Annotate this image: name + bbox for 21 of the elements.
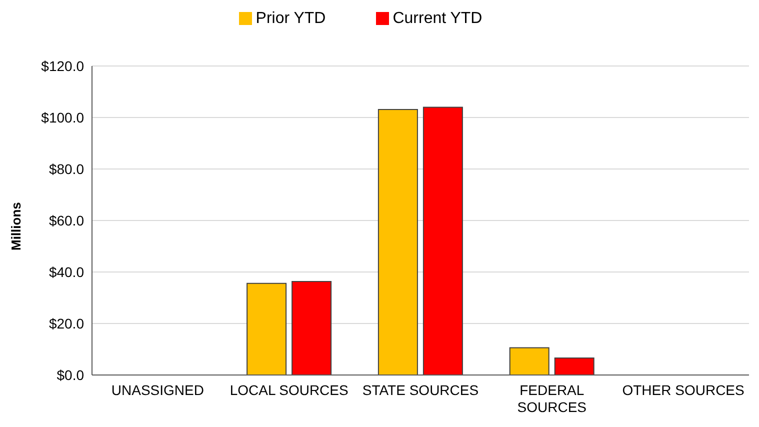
x-tick-label: LOCAL SOURCES (230, 382, 348, 398)
x-tick-label: FEDERAL SOURCES (517, 382, 587, 415)
bar (378, 109, 418, 375)
bar (292, 281, 332, 375)
bar (554, 358, 594, 375)
y-tick-label: $0.0 (56, 366, 84, 383)
y-tick-label: $120.0 (41, 58, 84, 74)
legend-label: Prior YTD (256, 10, 326, 27)
y-axis-title: Millions (8, 202, 24, 250)
bar (422, 106, 463, 375)
y-tick-label: $80.0 (48, 160, 84, 177)
legend-label: Current YTD (392, 10, 482, 27)
x-tick-label: OTHER SOURCES (622, 382, 744, 398)
y-tick-label: $20.0 (48, 315, 84, 332)
y-tick-label: $100.0 (41, 109, 84, 126)
y-tick-label: $40.0 (48, 264, 84, 280)
bar (509, 347, 550, 375)
x-tick-label: STATE SOURCES (362, 382, 479, 398)
bar (246, 282, 287, 375)
y-tick-label: $60.0 (48, 212, 84, 228)
x-tick-label: UNASSIGNED (111, 382, 204, 398)
